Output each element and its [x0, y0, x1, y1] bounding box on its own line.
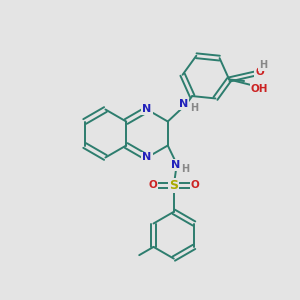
Text: O: O: [191, 180, 200, 190]
Text: H: H: [259, 60, 267, 70]
Text: S: S: [169, 179, 178, 192]
Text: O: O: [148, 180, 157, 190]
Text: N: N: [142, 152, 152, 163]
Text: N: N: [179, 99, 189, 109]
Text: N: N: [171, 160, 180, 170]
Text: OH: OH: [250, 84, 268, 94]
Text: H: H: [181, 164, 189, 174]
Text: H: H: [190, 103, 198, 113]
Text: N: N: [142, 104, 152, 115]
Text: O: O: [255, 67, 264, 77]
